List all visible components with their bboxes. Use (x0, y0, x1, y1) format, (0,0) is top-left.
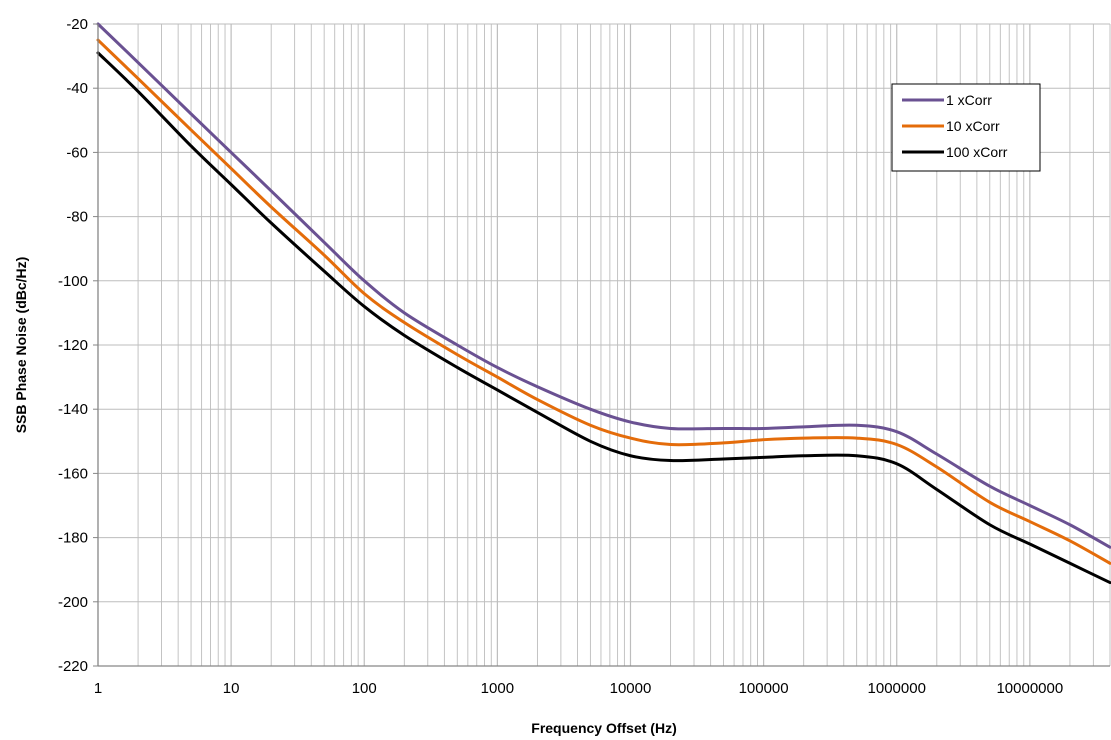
legend: 1 xCorr 10 xCorr 100 xCorr (891, 83, 1041, 172)
x-tick-label: 10 (223, 680, 240, 697)
legend-label-1: 1 xCorr (946, 92, 992, 108)
legend-label-2: 10 xCorr (946, 118, 1000, 134)
y-tick-label: -200 (58, 594, 88, 611)
x-tick-label: 1 (94, 680, 102, 697)
y-tick-label: -180 (58, 530, 88, 547)
y-tick-label: -60 (66, 144, 88, 161)
y-tick-label: -220 (58, 658, 88, 675)
y-tick-label: -100 (58, 273, 88, 290)
x-tick-label: 100000 (739, 680, 789, 697)
x-tick-label: 1000 (481, 680, 514, 697)
series-line-1 (96, 22, 1111, 549)
axes (93, 23, 1110, 667)
x-tick-label: 10000 (610, 680, 652, 697)
x-tick-label: 10000000 (996, 680, 1063, 697)
x-tick-label: 100 (352, 680, 377, 697)
y-tick-label: -140 (58, 401, 88, 418)
y-tick-label: -20 (66, 16, 88, 33)
legend-label-3: 100 xCorr (946, 144, 1008, 160)
y-tick-label: -160 (58, 465, 88, 482)
x-axis-title: Frequency Offset (Hz) (531, 720, 676, 736)
y-tick-label: -120 (58, 337, 88, 354)
y-tick-label: -80 (66, 209, 88, 226)
x-tick-labels: 1 10 100 1000 10000 100000 1000000 10000000 (94, 680, 1063, 697)
series-line-2 (96, 38, 1111, 565)
y-tick-labels: -20 -40 -60 -80 -100 -120 -140 -160 -180 -200 -220 (58, 16, 88, 675)
series-lines (96, 22, 1111, 585)
x-tick-label: 1000000 (868, 680, 926, 697)
y-axis-title: SSB Phase Noise (dBc/Hz) (13, 257, 29, 434)
series-line-3 (96, 51, 1111, 585)
y-tick-label: -40 (66, 80, 88, 97)
